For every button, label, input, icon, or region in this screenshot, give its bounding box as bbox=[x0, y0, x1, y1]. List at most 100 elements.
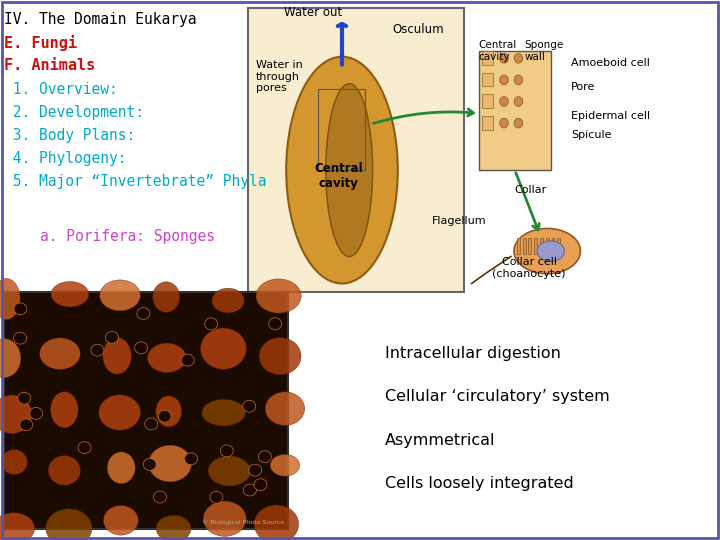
Ellipse shape bbox=[254, 505, 299, 540]
Text: Epidermal cell: Epidermal cell bbox=[571, 111, 650, 121]
Ellipse shape bbox=[19, 419, 32, 431]
Ellipse shape bbox=[156, 515, 191, 540]
Bar bbox=[482, 94, 493, 108]
Ellipse shape bbox=[208, 456, 251, 486]
Text: Intracellular digestion: Intracellular digestion bbox=[385, 346, 561, 361]
Ellipse shape bbox=[184, 453, 197, 465]
Ellipse shape bbox=[153, 282, 180, 312]
Ellipse shape bbox=[287, 57, 397, 284]
Ellipse shape bbox=[243, 400, 256, 412]
Ellipse shape bbox=[325, 84, 373, 256]
Ellipse shape bbox=[514, 118, 523, 128]
Ellipse shape bbox=[203, 501, 246, 536]
Ellipse shape bbox=[99, 395, 140, 430]
Text: Flagellum: Flagellum bbox=[432, 217, 487, 226]
Ellipse shape bbox=[265, 392, 305, 426]
Ellipse shape bbox=[0, 279, 20, 320]
Ellipse shape bbox=[14, 332, 27, 344]
Ellipse shape bbox=[200, 328, 246, 369]
Bar bbox=[534, 238, 537, 254]
Ellipse shape bbox=[107, 452, 135, 484]
Ellipse shape bbox=[514, 228, 580, 274]
Ellipse shape bbox=[259, 338, 301, 375]
Text: Central
cavity: Central cavity bbox=[479, 40, 517, 62]
Ellipse shape bbox=[30, 407, 42, 419]
Ellipse shape bbox=[500, 75, 508, 85]
Text: 1. Overview:: 1. Overview: bbox=[4, 82, 117, 97]
Bar bbox=[557, 238, 560, 254]
Bar bbox=[482, 73, 493, 86]
Ellipse shape bbox=[212, 288, 244, 313]
Text: Spicule: Spicule bbox=[571, 130, 611, 140]
Ellipse shape bbox=[270, 455, 300, 476]
Ellipse shape bbox=[500, 118, 508, 128]
Bar bbox=[540, 238, 543, 254]
Ellipse shape bbox=[0, 339, 21, 377]
Ellipse shape bbox=[269, 318, 282, 329]
Ellipse shape bbox=[500, 53, 508, 63]
Ellipse shape bbox=[46, 509, 92, 540]
Bar bbox=[4, 292, 288, 529]
Ellipse shape bbox=[181, 354, 194, 366]
Bar bbox=[528, 238, 531, 254]
Text: E. Fungi: E. Fungi bbox=[4, 35, 76, 51]
Text: 5. Major “Invertebrate” Phyla: 5. Major “Invertebrate” Phyla bbox=[4, 174, 266, 190]
Ellipse shape bbox=[1, 450, 27, 475]
Text: a. Porifera: Sponges: a. Porifera: Sponges bbox=[40, 230, 215, 245]
Ellipse shape bbox=[148, 445, 192, 482]
Text: 3. Body Plans:: 3. Body Plans: bbox=[4, 128, 135, 143]
Ellipse shape bbox=[103, 338, 131, 374]
Ellipse shape bbox=[500, 97, 508, 106]
Ellipse shape bbox=[220, 445, 233, 457]
Text: Amoeboid cell: Amoeboid cell bbox=[571, 58, 650, 68]
Bar bbox=[248, 8, 464, 292]
Ellipse shape bbox=[18, 393, 31, 404]
Ellipse shape bbox=[48, 456, 81, 485]
Ellipse shape bbox=[105, 332, 118, 343]
Text: Cellular ‘circulatory’ system: Cellular ‘circulatory’ system bbox=[385, 389, 610, 404]
Bar bbox=[479, 51, 551, 170]
Text: 4. Phylogeny:: 4. Phylogeny: bbox=[4, 151, 126, 166]
Ellipse shape bbox=[153, 491, 166, 503]
Ellipse shape bbox=[0, 395, 32, 434]
Bar bbox=[482, 51, 493, 65]
Ellipse shape bbox=[78, 442, 91, 454]
Ellipse shape bbox=[104, 505, 138, 535]
Text: Pore: Pore bbox=[571, 82, 595, 92]
Bar bbox=[318, 89, 365, 170]
Text: Osculum: Osculum bbox=[392, 23, 444, 36]
Ellipse shape bbox=[51, 281, 89, 307]
Bar bbox=[523, 238, 526, 254]
Bar bbox=[482, 116, 493, 130]
Bar bbox=[552, 238, 554, 254]
Ellipse shape bbox=[537, 241, 564, 261]
Ellipse shape bbox=[143, 458, 156, 470]
Text: IV. The Domain Eukarya: IV. The Domain Eukarya bbox=[4, 12, 196, 27]
Text: Cells loosely integrated: Cells loosely integrated bbox=[385, 476, 574, 491]
Text: Central
cavity: Central cavity bbox=[314, 161, 363, 190]
Ellipse shape bbox=[50, 392, 78, 428]
Bar bbox=[546, 238, 549, 254]
Ellipse shape bbox=[210, 491, 223, 503]
Ellipse shape bbox=[202, 399, 246, 426]
Text: Collar cell
(choanocyte): Collar cell (choanocyte) bbox=[492, 257, 566, 279]
Ellipse shape bbox=[514, 75, 523, 85]
Ellipse shape bbox=[137, 307, 150, 319]
Ellipse shape bbox=[514, 53, 523, 63]
Ellipse shape bbox=[156, 396, 181, 427]
Ellipse shape bbox=[99, 280, 140, 311]
Ellipse shape bbox=[145, 418, 158, 430]
Text: Collar: Collar bbox=[515, 185, 547, 195]
Text: Asymmetrical: Asymmetrical bbox=[385, 433, 495, 448]
Ellipse shape bbox=[135, 342, 148, 354]
Text: 2. Development:: 2. Development: bbox=[4, 105, 143, 120]
Ellipse shape bbox=[243, 484, 256, 496]
Bar bbox=[517, 238, 520, 254]
Text: Sponge
wall: Sponge wall bbox=[524, 40, 564, 62]
Ellipse shape bbox=[14, 303, 27, 315]
Ellipse shape bbox=[204, 318, 217, 330]
Ellipse shape bbox=[256, 279, 301, 313]
Ellipse shape bbox=[254, 479, 267, 491]
Ellipse shape bbox=[40, 338, 81, 369]
Ellipse shape bbox=[0, 512, 35, 540]
